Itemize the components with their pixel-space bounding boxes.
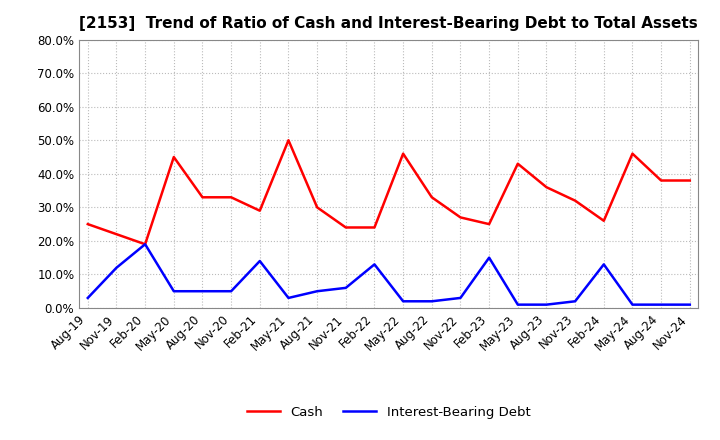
Interest-Bearing Debt — [600, 262, 608, 267]
Line: Cash: Cash — [88, 140, 690, 244]
Cash — [141, 242, 150, 247]
Interest-Bearing Debt — [141, 242, 150, 247]
Cash — [600, 218, 608, 224]
Interest-Bearing Debt — [169, 289, 178, 294]
Cash — [169, 154, 178, 160]
Interest-Bearing Debt — [571, 299, 580, 304]
Cash — [370, 225, 379, 230]
Interest-Bearing Debt — [456, 295, 465, 301]
Cash — [628, 151, 636, 156]
Interest-Bearing Debt — [312, 289, 321, 294]
Interest-Bearing Debt — [657, 302, 665, 307]
Interest-Bearing Debt — [227, 289, 235, 294]
Cash — [657, 178, 665, 183]
Title: [2153]  Trend of Ratio of Cash and Interest-Bearing Debt to Total Assets: [2153] Trend of Ratio of Cash and Intere… — [79, 16, 698, 32]
Interest-Bearing Debt — [198, 289, 207, 294]
Cash — [513, 161, 522, 166]
Interest-Bearing Debt — [256, 258, 264, 264]
Cash — [685, 178, 694, 183]
Interest-Bearing Debt — [112, 265, 121, 270]
Interest-Bearing Debt — [399, 299, 408, 304]
Cash — [341, 225, 350, 230]
Cash — [542, 185, 551, 190]
Cash — [485, 221, 493, 227]
Cash — [112, 231, 121, 237]
Cash — [227, 194, 235, 200]
Cash — [198, 194, 207, 200]
Interest-Bearing Debt — [370, 262, 379, 267]
Cash — [456, 215, 465, 220]
Cash — [428, 194, 436, 200]
Interest-Bearing Debt — [685, 302, 694, 307]
Interest-Bearing Debt — [542, 302, 551, 307]
Interest-Bearing Debt — [284, 295, 293, 301]
Cash — [399, 151, 408, 156]
Line: Interest-Bearing Debt: Interest-Bearing Debt — [88, 244, 690, 304]
Interest-Bearing Debt — [628, 302, 636, 307]
Cash — [256, 208, 264, 213]
Interest-Bearing Debt — [485, 255, 493, 260]
Cash — [284, 138, 293, 143]
Interest-Bearing Debt — [341, 285, 350, 290]
Interest-Bearing Debt — [84, 295, 92, 301]
Cash — [571, 198, 580, 203]
Legend: Cash, Interest-Bearing Debt: Cash, Interest-Bearing Debt — [242, 400, 536, 425]
Interest-Bearing Debt — [428, 299, 436, 304]
Cash — [84, 221, 92, 227]
Interest-Bearing Debt — [513, 302, 522, 307]
Cash — [312, 205, 321, 210]
